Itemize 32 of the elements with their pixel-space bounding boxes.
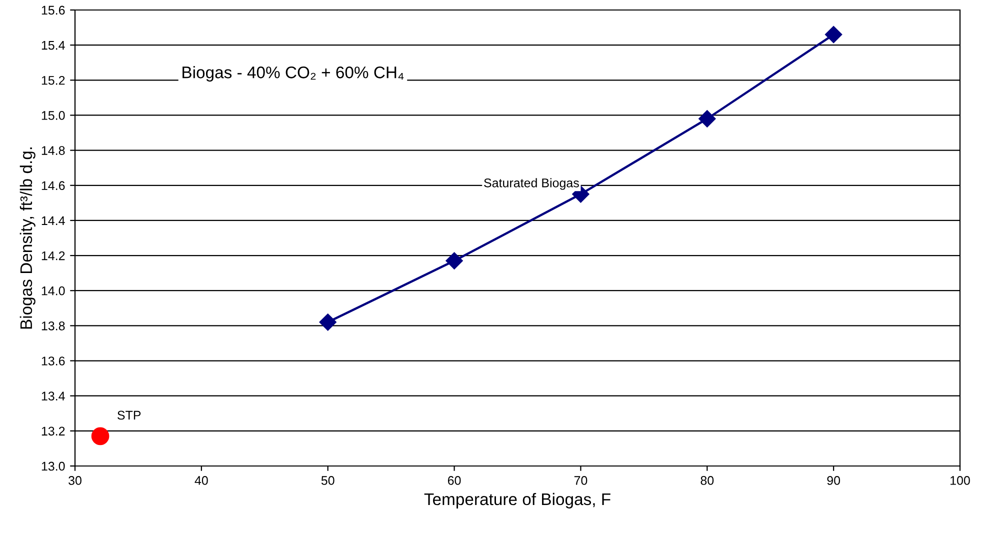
y-tick-label: 13.8 [42,321,65,330]
x-tick-label: 100 [950,476,970,485]
series-label: STP [118,410,141,420]
y-tick-label: 13.2 [42,426,65,436]
y-tick-label: 15.4 [42,41,65,50]
y-tick-label: 14.4 [42,216,65,225]
y-axis-title: Biogas Density, ft³/lb d.g. [20,147,36,329]
point [446,252,463,270]
x-tick-label: 80 [700,476,714,485]
point [825,26,842,44]
y-tick-label: 15.0 [42,111,65,120]
point [91,427,110,446]
point [319,314,336,331]
x-axis-title: Temperature of Biogas, F [424,492,610,508]
y-tick-label: 14.2 [42,251,65,260]
y-tick-label: 13.0 [42,462,65,471]
annotation: Biogas - 40% CO₂ + 60% CH₄ [182,66,404,82]
y-tick-label: 13.6 [42,356,65,366]
series-label: Saturated Biogas [484,178,579,190]
y-tick-label: 14.8 [42,146,65,155]
x-tick-label: 40 [194,476,208,485]
point [698,110,716,128]
x-tick-label: 70 [574,476,588,485]
y-tick-label: 15.2 [42,76,65,85]
y-tick-label: 14.6 [42,181,65,190]
y-tick-label: 15.6 [42,6,65,15]
x-tick-label: 30 [68,476,82,485]
x-tick-label: 90 [827,476,840,485]
y-tick-label: 14.0 [42,286,65,296]
x-tick-label: 50 [321,476,334,485]
y-tick-label: 13.4 [42,392,65,400]
x-tick-label: 60 [448,476,461,485]
